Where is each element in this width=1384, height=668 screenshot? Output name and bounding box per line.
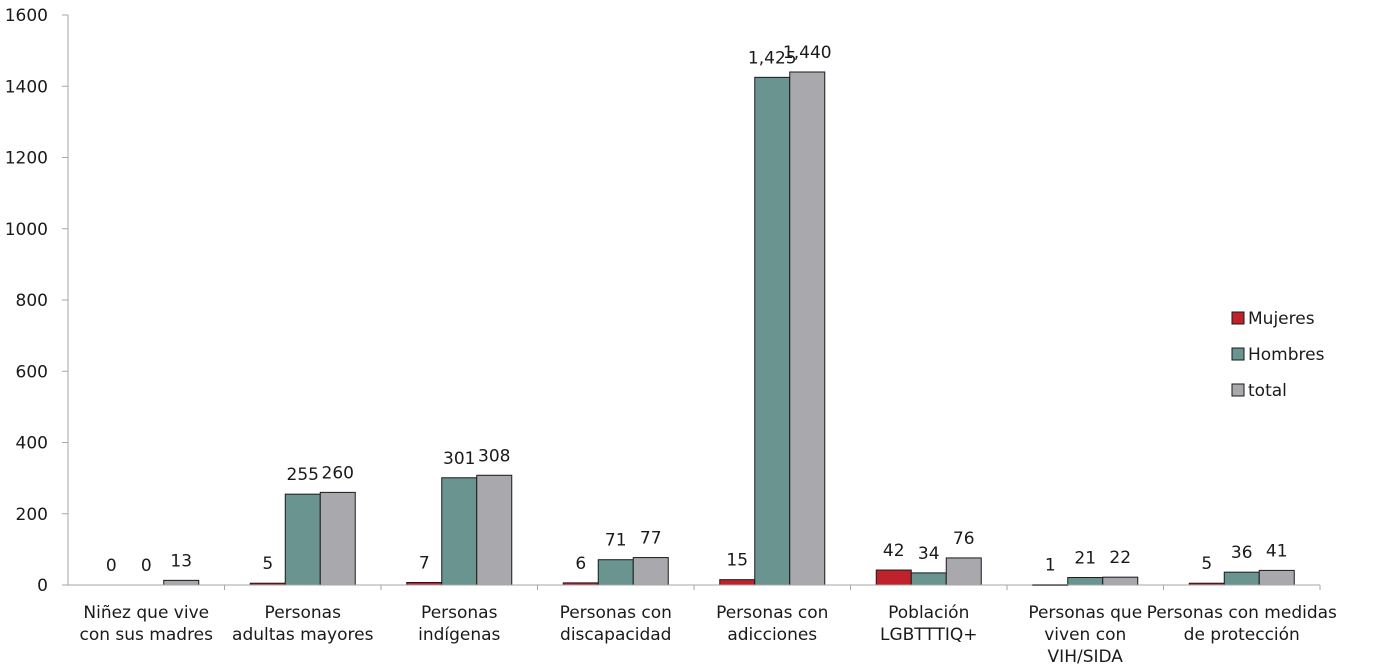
legend-label: Hombres — [1248, 345, 1325, 365]
bar-hombres — [1223, 571, 1260, 586]
data-label: 260 — [322, 463, 354, 483]
data-label: 308 — [478, 446, 510, 466]
y-tick-label: 1200 — [5, 149, 48, 169]
bar-hombres — [910, 572, 947, 586]
bar-total — [945, 557, 982, 586]
x-category-label-line: Personas — [265, 603, 342, 623]
data-label: 1,440 — [783, 43, 832, 63]
bar-total — [319, 491, 356, 586]
y-tick-label: 600 — [16, 362, 48, 382]
x-category-label: Personas indígenas — [418, 603, 500, 645]
data-label: 36 — [1231, 543, 1253, 563]
data-label: 22 — [1109, 548, 1131, 568]
y-tick-label: 800 — [16, 291, 48, 311]
x-category-label-line: adicciones — [727, 625, 817, 645]
x-category-label: Niñez que vive con sus madres — [79, 603, 213, 645]
data-label: 34 — [918, 544, 940, 564]
x-category-label: Personas con discapacidad — [560, 603, 672, 645]
data-label: 301 — [443, 449, 475, 469]
legend-swatch-total — [1231, 383, 1245, 397]
y-tick-label: 1400 — [5, 77, 48, 97]
x-category-label-line: Personas — [421, 603, 498, 623]
x-category-label: Personas que viven con VIH/SIDA — [1028, 603, 1142, 667]
x-category-label-line: adultas mayores — [232, 625, 374, 645]
x-category-label-line: Población — [888, 603, 969, 623]
data-label: 255 — [287, 465, 319, 485]
y-tick-label: 200 — [16, 505, 48, 525]
legend-label: Mujeres — [1248, 309, 1315, 329]
legend: Mujeres Hombres total — [1231, 309, 1325, 401]
x-category-label-line: indígenas — [418, 625, 500, 645]
bar-mujeres — [875, 569, 912, 586]
bar-hombres — [441, 477, 478, 586]
x-category-label-line: viven con — [1044, 625, 1126, 645]
bar-total — [163, 579, 200, 586]
x-category-label-line: con sus madres — [79, 625, 213, 645]
x-category-label: Personas con medidas de protección — [1147, 603, 1337, 645]
data-label: 0 — [141, 556, 152, 576]
bar-hombres — [284, 493, 321, 586]
x-category-label-line: discapacidad — [560, 625, 671, 645]
data-label: 76 — [953, 529, 975, 549]
x-category-label-line: de protección — [1184, 625, 1300, 645]
data-label: 77 — [640, 529, 662, 549]
bar-total — [1258, 569, 1295, 586]
x-category-label-line: Niñez que vive — [83, 603, 209, 623]
legend-swatch-hombres — [1231, 347, 1245, 361]
data-label: 6 — [575, 554, 586, 574]
x-category-label-line: Personas con medidas — [1147, 603, 1337, 623]
x-category-label: Población LGBTTTIQ+ — [880, 603, 978, 645]
y-tick-label: 400 — [16, 434, 48, 454]
bar-total — [632, 557, 669, 586]
x-category-label-line: Personas con — [716, 603, 828, 623]
data-label: 42 — [883, 541, 905, 561]
y-tick-label: 1600 — [5, 6, 48, 26]
data-label: 0 — [106, 556, 117, 576]
data-label: 5 — [262, 554, 273, 574]
x-category-label-line: VIH/SIDA — [1048, 647, 1124, 667]
data-label: 71 — [605, 531, 627, 551]
x-category-label-line: LGBTTTIQ+ — [880, 625, 978, 645]
data-label: 1,425 — [748, 48, 797, 68]
legend-label: total — [1248, 381, 1287, 401]
data-label: 7 — [419, 554, 430, 574]
bar-total — [789, 71, 826, 586]
data-label: 1 — [1045, 556, 1056, 576]
x-category-label-line: Personas que — [1028, 603, 1142, 623]
data-label: 21 — [1074, 549, 1096, 569]
bars-group — [163, 71, 1295, 586]
x-category-label-line: Personas con — [560, 603, 672, 623]
y-axis: 0 200 400 600 800 1000 1200 1400 1600 — [5, 6, 69, 596]
y-tick-label: 0 — [37, 576, 48, 596]
data-label: 41 — [1266, 541, 1288, 561]
bar-hombres — [597, 559, 634, 586]
x-category-label: Personas con adicciones — [716, 603, 828, 645]
data-label: 13 — [170, 551, 192, 571]
bar-hombres — [1067, 577, 1104, 586]
bar-hombres — [754, 76, 791, 586]
y-tick-label: 1000 — [5, 220, 48, 240]
x-category-label: Personas adultas mayores — [232, 603, 374, 645]
bar-total — [1102, 576, 1139, 586]
bar-total — [476, 474, 513, 586]
legend-swatch-mujeres — [1231, 311, 1245, 325]
data-label: 15 — [726, 551, 748, 571]
bar-mujeres — [719, 579, 756, 586]
data-label: 5 — [1201, 554, 1212, 574]
